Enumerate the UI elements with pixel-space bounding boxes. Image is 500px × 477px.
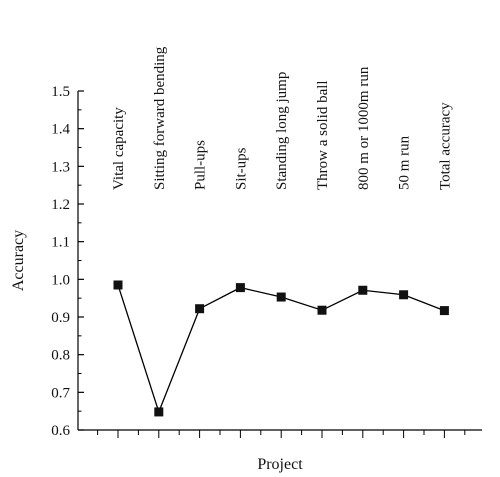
data-point-marker [195, 304, 205, 314]
data-point-marker [113, 280, 123, 290]
y-axis-title: Accuracy [10, 230, 27, 291]
data-point-marker [235, 283, 245, 293]
category-label: 50 m run [397, 135, 413, 190]
y-tick-label: 0.7 [51, 385, 70, 401]
y-tick-label: 1.2 [51, 197, 70, 213]
y-tick-label: 0.8 [51, 348, 70, 364]
data-point-marker [358, 285, 368, 295]
data-point-marker [317, 305, 327, 315]
category-labels: Vital capacity Sitting forward bending Pul… [111, 46, 453, 190]
y-tick-label: 0.9 [51, 310, 70, 326]
category-label: Pull-ups [193, 140, 209, 190]
y-ticks: 0.6 0.7 0.8 0.9 1.0 1.1 1.2 1.3 1.4 1.5 [51, 84, 84, 439]
category-label: Sit-ups [233, 147, 249, 190]
category-label: Throw a solid ball [315, 80, 331, 190]
y-tick-label: 1.4 [51, 122, 70, 138]
data-point-marker [154, 407, 164, 417]
y-tick-label: 0.6 [51, 423, 70, 439]
data-point-marker [439, 306, 449, 316]
y-tick-label: 1.1 [51, 235, 70, 251]
y-tick-label: 1.3 [51, 159, 70, 175]
y-tick-label: 1.5 [51, 84, 70, 100]
x-ticks [97, 430, 466, 438]
category-label: Vital capacity [111, 107, 127, 190]
category-label: Standing long jump [274, 72, 290, 190]
category-label: 800 m or 1000m run [356, 66, 372, 190]
y-tick-label: 1.0 [51, 272, 70, 288]
data-point-marker [276, 292, 286, 302]
series-accuracy [113, 280, 449, 417]
data-point-marker [399, 290, 409, 300]
series-line [117, 284, 445, 414]
category-label: Total accuracy [437, 102, 453, 190]
x-axis-title: Project [257, 456, 303, 473]
category-label: Sitting forward bending [152, 46, 168, 190]
